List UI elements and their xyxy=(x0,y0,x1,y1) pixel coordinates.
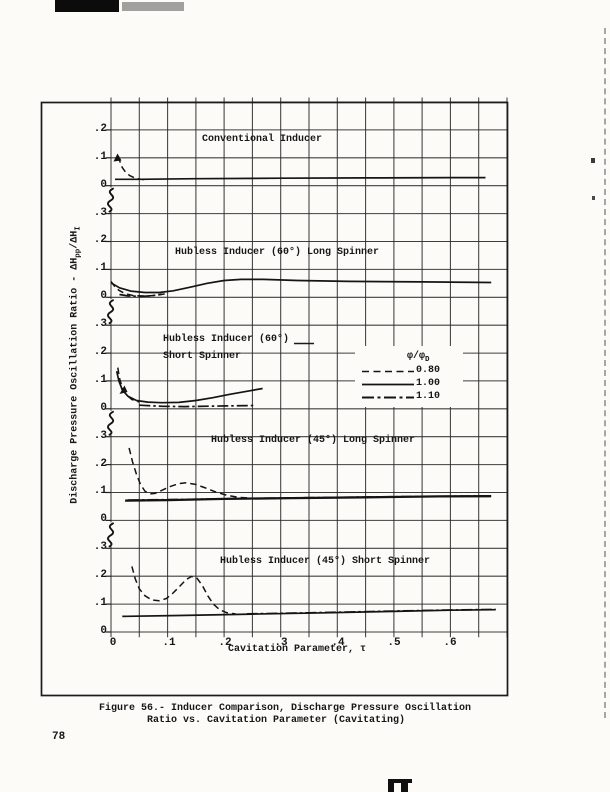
scan-edge-line xyxy=(604,28,606,718)
legend-item-label: 1.10 xyxy=(416,391,441,402)
y-tick-label: .1 xyxy=(93,373,107,386)
x-tick-label: 0 xyxy=(109,637,117,649)
y-tick-label: .1 xyxy=(93,485,107,498)
x-tick-label: .6 xyxy=(443,637,457,649)
x-tick-label: .4 xyxy=(331,637,345,649)
legend-title-text: φ/φ xyxy=(407,351,426,362)
scan-speck xyxy=(591,158,595,163)
y-tick-label: 0 xyxy=(100,513,107,526)
y-tick-label: .3 xyxy=(93,429,107,442)
legend-item-label: 0.80 xyxy=(416,365,441,376)
y-axis-label-sub-i: I xyxy=(74,226,83,231)
panel-title-hubless-60-short-line1: Hubless Inducer (60°) xyxy=(163,334,290,345)
y-tick-label: .3 xyxy=(93,541,107,554)
y-tick-label: .3 xyxy=(93,206,107,219)
y-tick-label: .2 xyxy=(93,346,107,358)
x-tick-label: .3 xyxy=(274,637,288,649)
y-axis-label: Discharge Pressure Oscillation Ratio - Δ… xyxy=(70,226,83,504)
panel-title-conventional-inducer: Conventional Inducer xyxy=(201,134,323,145)
scan-speck xyxy=(592,196,595,200)
x-axis-label: Cavitation Parameter, τ xyxy=(227,644,367,655)
legend-title-subscript: D xyxy=(425,356,430,364)
y-tick-label: 0 xyxy=(100,178,107,191)
x-tick-label: .2 xyxy=(218,637,232,649)
scan-smudge xyxy=(122,2,184,11)
y-axis-label-text: Discharge Pressure Oscillation Ratio - Δ… xyxy=(69,257,81,504)
y-tick-label: .1 xyxy=(93,150,107,163)
panel-title-hubless-45-long: Hubless Inducer (45°) Long Spinner xyxy=(210,435,416,446)
y-tick-label: .1 xyxy=(93,262,107,275)
y-tick-label: .2 xyxy=(93,234,107,247)
legend-item-label: 1.00 xyxy=(416,378,441,389)
panel-title-hubless-60-long: Hubless Inducer (60°) Long Spinner xyxy=(174,247,380,258)
y-tick-label: .2 xyxy=(93,457,107,470)
scan-smudge xyxy=(55,0,119,12)
panel-title-hubless-45-short: Hubless Inducer (45°) Short Spinner xyxy=(219,556,431,567)
y-tick-label: .2 xyxy=(93,122,107,135)
x-tick-label: .5 xyxy=(387,637,401,649)
scan-mark-bottom xyxy=(401,779,408,792)
scan-mark-bottom xyxy=(388,779,394,792)
scan-mark-bottom xyxy=(388,779,412,783)
y-tick-label: .1 xyxy=(93,597,107,609)
page-number: 78 xyxy=(52,731,66,743)
y-tick-label: 0 xyxy=(100,290,107,303)
y-tick-label: 0 xyxy=(100,624,107,637)
y-tick-label: .2 xyxy=(93,569,107,582)
y-axis-label-sub-pp: pp xyxy=(74,248,83,258)
y-tick-label: 0 xyxy=(100,401,107,414)
panel-title-hubless-60-short-line2: Short Spinner xyxy=(163,351,242,362)
legend-title: φ/φD xyxy=(407,351,430,364)
x-tick-label: .1 xyxy=(162,637,176,649)
y-axis-label-text: /ΔH xyxy=(69,230,81,249)
figure-caption-line1: Figure 56.- Inducer Comparison, Discharg… xyxy=(98,703,472,714)
y-tick-label: .3 xyxy=(93,318,107,331)
figure-caption-line2: Ratio vs. Cavitation Parameter (Cavitati… xyxy=(146,715,406,726)
